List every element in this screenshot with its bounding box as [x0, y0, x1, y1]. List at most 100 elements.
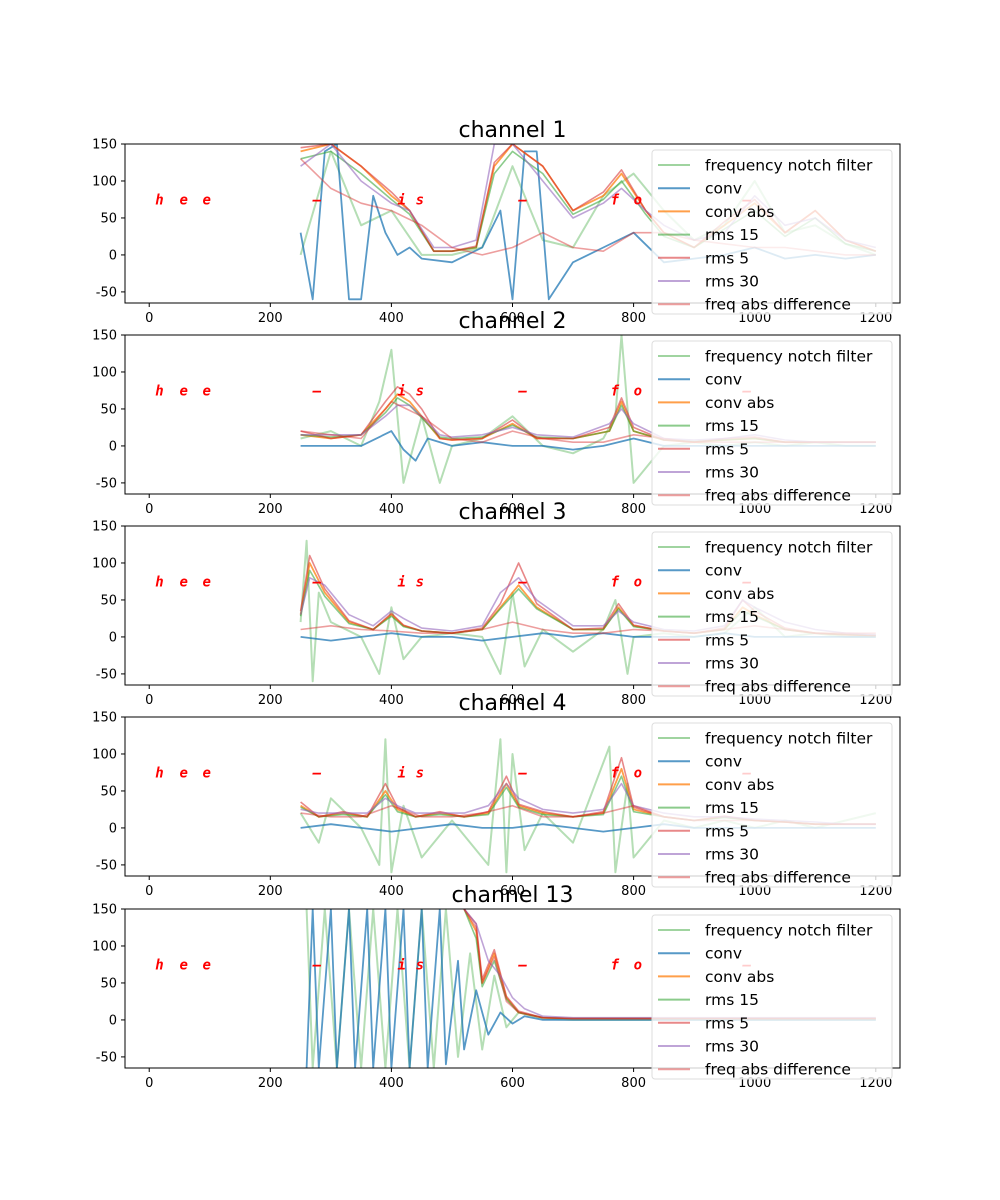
legend-label: conv abs — [705, 776, 774, 794]
legend-label: rms 15 — [705, 226, 759, 244]
legend: frequency notch filter conv conv abs rms 15… — [651, 722, 893, 888]
annotation-letter: i — [397, 574, 405, 590]
legend-label: conv abs — [705, 968, 774, 986]
y-tick-label: 50 — [100, 593, 117, 608]
x-tick-label: 0 — [145, 884, 153, 899]
legend-label: conv abs — [705, 585, 774, 603]
legend-label: rms 30 — [705, 1038, 759, 1056]
y-tick-label: 50 — [100, 976, 117, 991]
x-tick-label: 800 — [621, 502, 646, 517]
legend-label: freq abs difference — [705, 487, 851, 505]
legend-label: rms 30 — [705, 846, 759, 864]
x-tick-label: 200 — [258, 1076, 283, 1091]
y-tick-label: 0 — [109, 821, 117, 836]
legend-label: freq abs difference — [705, 1061, 851, 1079]
y-tick-label: 0 — [109, 248, 117, 263]
legend-label: freq abs difference — [705, 869, 851, 887]
annotation-letter: – — [518, 765, 528, 781]
x-tick-label: 200 — [258, 502, 283, 517]
series-line-2 — [305, 909, 876, 1068]
y-tick-label: -50 — [96, 285, 117, 300]
annotation-letter: e — [179, 574, 187, 590]
legend-label: frequency notch filter — [705, 157, 873, 175]
annotation-letter: s — [416, 192, 424, 208]
annotation-letter: – — [312, 383, 322, 399]
chart-panel-1: hee–is–fo–020040060080010001200-50050100… — [92, 118, 901, 326]
y-tick-label: 50 — [100, 211, 117, 226]
legend-label: conv — [705, 562, 742, 580]
y-tick-label: 0 — [109, 439, 117, 454]
annotation-letter: – — [518, 574, 528, 590]
x-tick-label: 800 — [621, 1076, 646, 1091]
x-tick-label: 800 — [621, 311, 646, 326]
annotation-letter: s — [416, 957, 424, 973]
x-tick-label: 1200 — [859, 693, 892, 708]
legend-box — [651, 722, 893, 888]
annotation-letter: h — [155, 957, 163, 973]
annotation-letter: i — [397, 383, 405, 399]
annotation-letter: e — [179, 383, 187, 399]
legend-box — [651, 149, 893, 315]
x-tick-label: 400 — [379, 502, 404, 517]
chart-panel-3: hee–is–fo–020040060080010001200-50050100… — [92, 500, 901, 708]
legend-label: rms 5 — [705, 249, 749, 267]
annotation-letter: – — [312, 574, 322, 590]
y-tick-label: 100 — [92, 365, 117, 380]
annotation-letter: e — [203, 574, 211, 590]
legend-label: frequency notch filter — [705, 539, 873, 557]
legend-label: conv — [705, 945, 742, 963]
annotation-letter: o — [634, 192, 642, 208]
series-group — [299, 144, 877, 301]
panel-title: channel 2 — [458, 309, 566, 334]
x-tick-label: 600 — [500, 502, 525, 517]
annotation-letter: f — [611, 765, 620, 781]
legend-box — [651, 531, 893, 697]
legend-label: rms 15 — [705, 417, 759, 435]
legend-label: conv abs — [705, 394, 774, 412]
legend-label: rms 15 — [705, 608, 759, 626]
y-tick-label: 150 — [92, 138, 117, 153]
legend-label: rms 5 — [705, 440, 749, 458]
x-tick-label: 0 — [145, 693, 153, 708]
x-tick-label: 600 — [500, 884, 525, 899]
legend-label: rms 5 — [705, 1014, 749, 1032]
annotation-letter: f — [611, 574, 620, 590]
y-tick-label: 50 — [100, 402, 117, 417]
annotation-letter: i — [397, 192, 405, 208]
annotation-letter: i — [397, 957, 405, 973]
legend-box — [651, 914, 893, 1080]
y-tick-label: 150 — [92, 520, 117, 535]
legend-label: conv — [705, 753, 742, 771]
annotation-letter: f — [611, 957, 620, 973]
annotation-letter: e — [203, 192, 211, 208]
legend-label: frequency notch filter — [705, 922, 873, 940]
x-tick-label: 1000 — [738, 502, 771, 517]
annotation-letter: – — [518, 192, 528, 208]
annotation-letter: h — [155, 574, 163, 590]
y-tick-label: -50 — [96, 1050, 117, 1065]
y-tick-label: 150 — [92, 329, 117, 344]
x-tick-label: 800 — [621, 693, 646, 708]
x-tick-label: 600 — [500, 311, 525, 326]
annotation-letter: e — [179, 765, 187, 781]
legend-label: rms 30 — [705, 273, 759, 291]
legend-label: frequency notch filter — [705, 730, 873, 748]
annotation-letter: – — [518, 957, 528, 973]
x-tick-label: 0 — [145, 1076, 153, 1091]
legend-box — [651, 340, 893, 506]
annotation-letter: h — [155, 192, 163, 208]
x-tick-label: 400 — [379, 1076, 404, 1091]
legend-label: conv — [705, 371, 742, 389]
panel-title: channel 1 — [458, 118, 566, 143]
x-tick-label: 1200 — [859, 311, 892, 326]
legend-label: conv — [705, 180, 742, 198]
legend-label: rms 15 — [705, 799, 759, 817]
legend-label: freq abs difference — [705, 296, 851, 314]
legend-label: freq abs difference — [705, 678, 851, 696]
panel-title: channel 3 — [458, 500, 566, 525]
legend: frequency notch filter conv conv abs rms 15… — [651, 914, 893, 1080]
annotation-letter: h — [155, 765, 163, 781]
x-tick-label: 200 — [258, 311, 283, 326]
x-tick-label: 1000 — [738, 693, 771, 708]
